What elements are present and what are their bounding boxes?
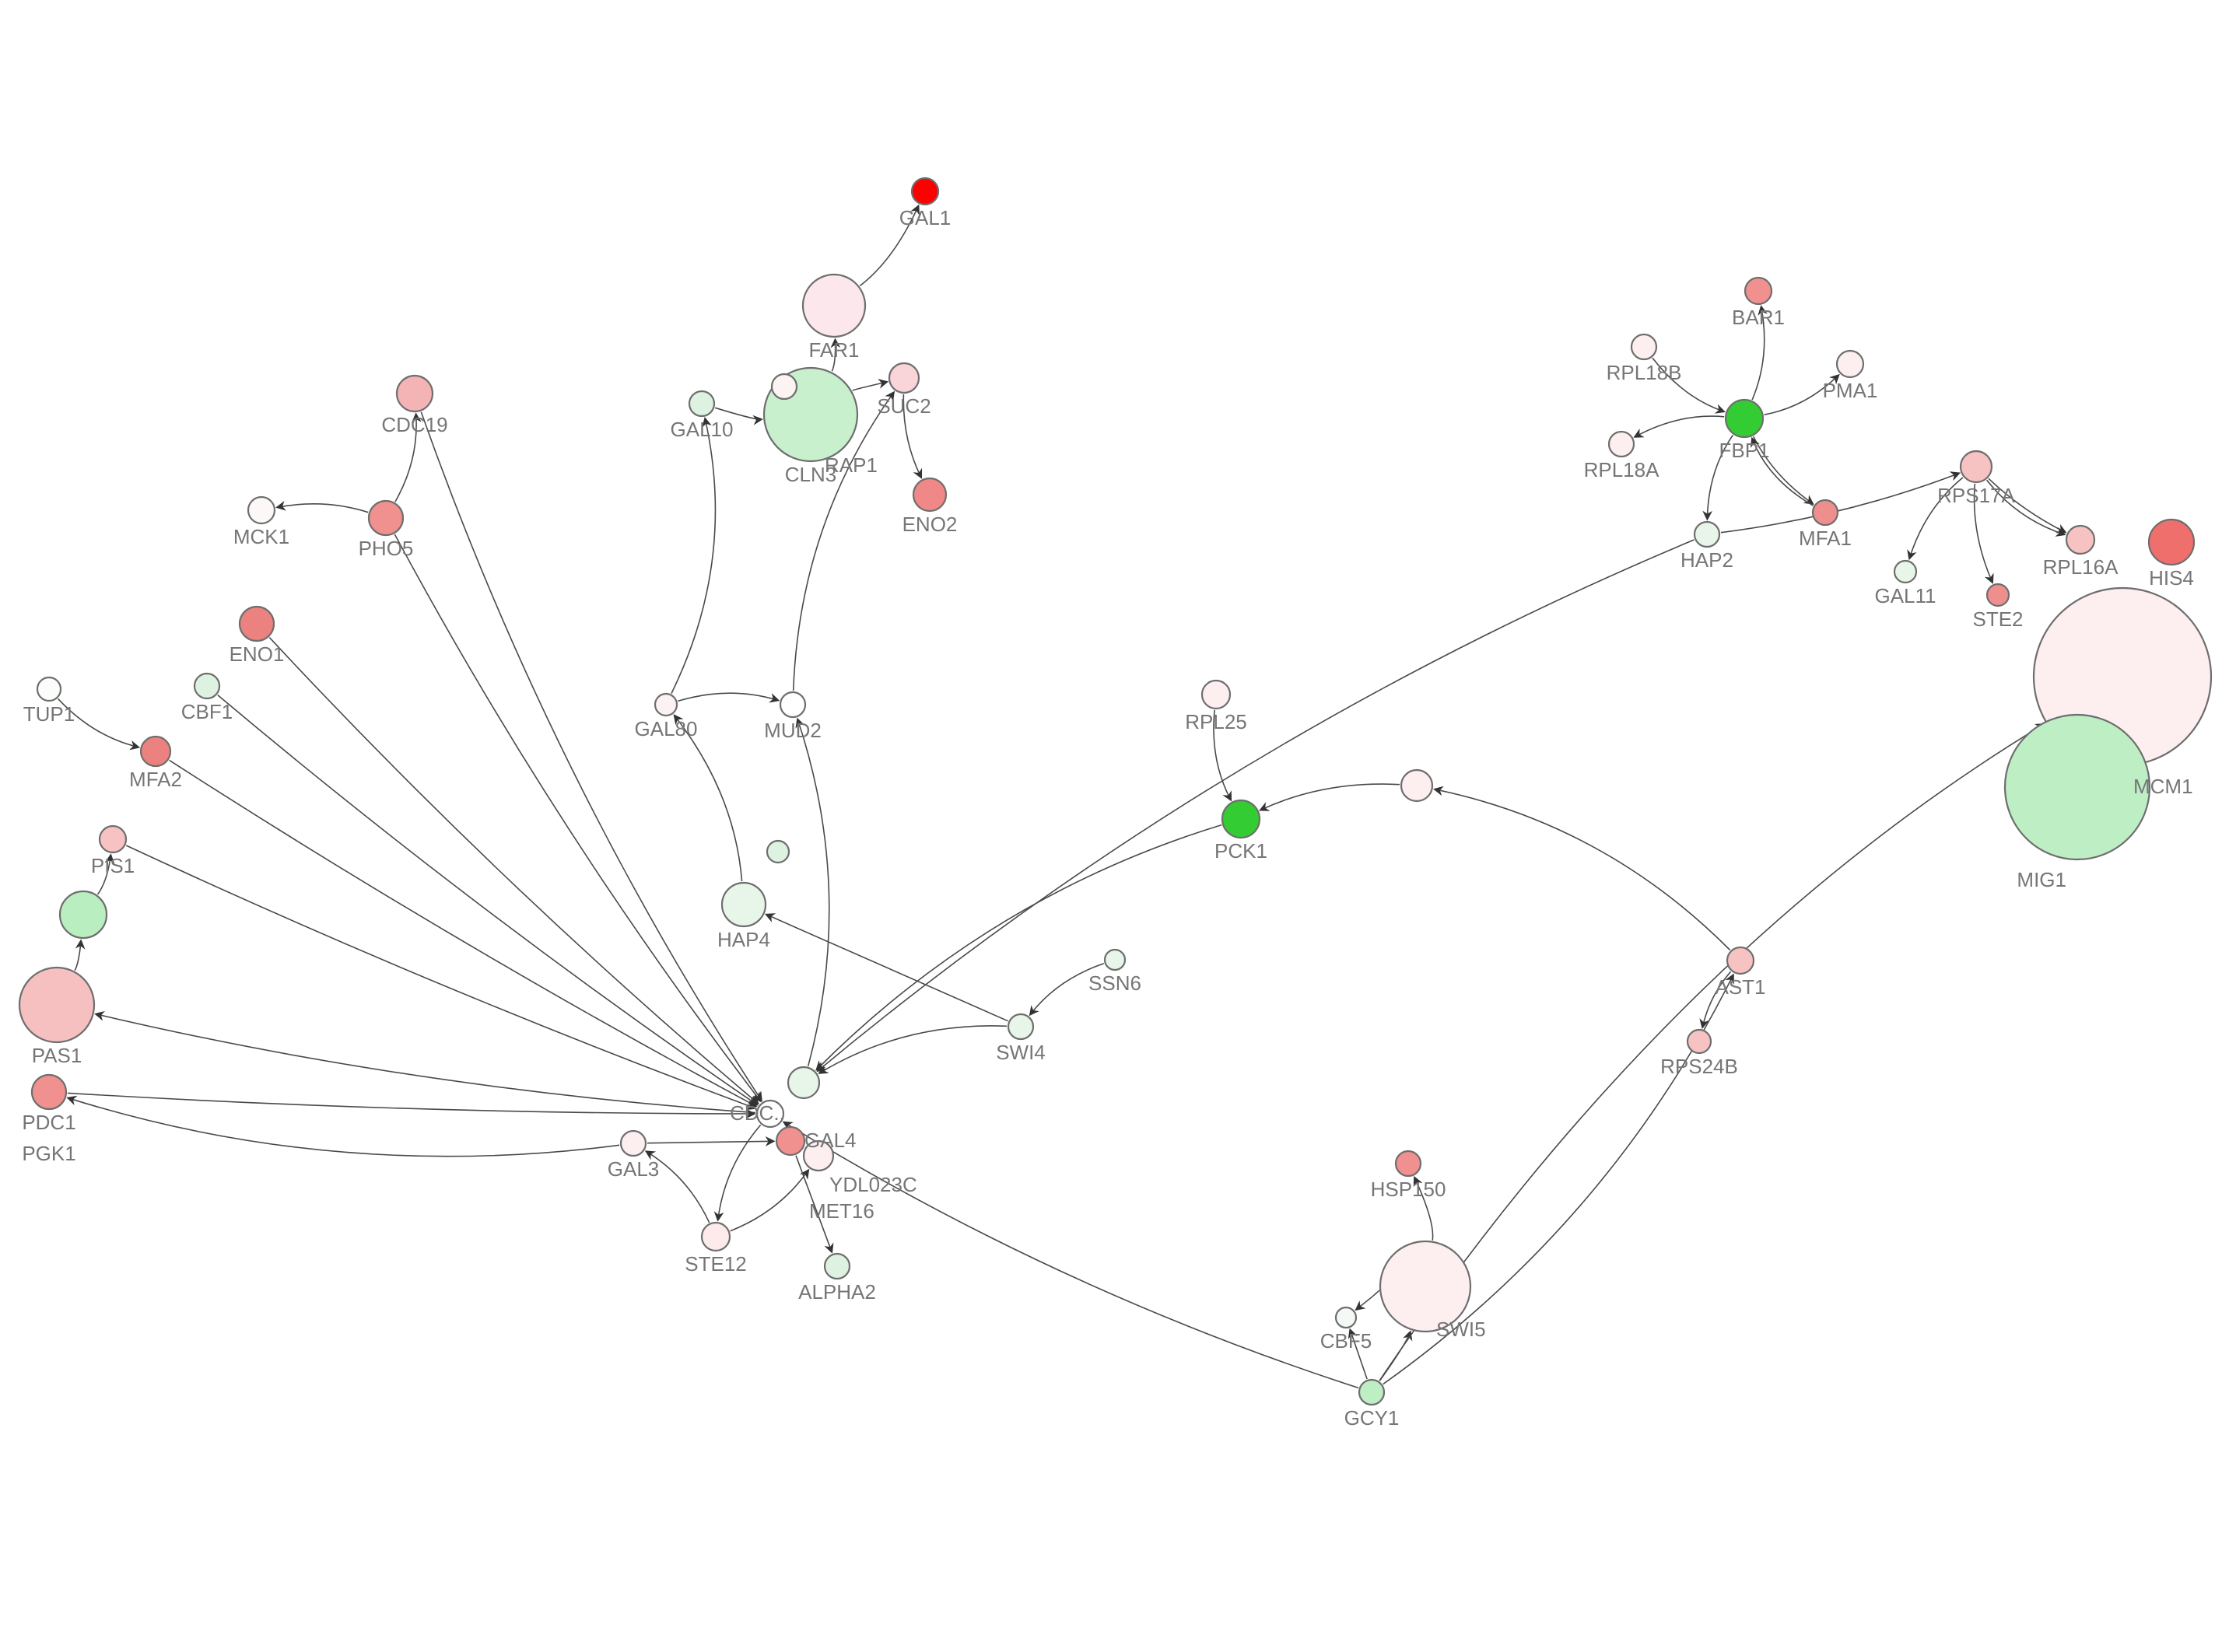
svg-text:GAL1: GAL1 bbox=[899, 206, 952, 229]
svg-text:CBF1: CBF1 bbox=[181, 700, 233, 723]
svg-text:GAL80: GAL80 bbox=[635, 717, 698, 740]
svg-text:HAP2: HAP2 bbox=[1681, 548, 1733, 572]
svg-text:HSP150: HSP150 bbox=[1371, 1178, 1446, 1201]
svg-text:YDL023C: YDL023C bbox=[829, 1173, 917, 1196]
svg-text:ENO2: ENO2 bbox=[902, 513, 958, 536]
svg-text:MFA1: MFA1 bbox=[1799, 527, 1852, 550]
svg-text:AST1: AST1 bbox=[1715, 975, 1765, 999]
svg-text:SUC2: SUC2 bbox=[877, 394, 931, 418]
svg-text:TUP1: TUP1 bbox=[23, 702, 75, 726]
svg-text:SWI4: SWI4 bbox=[996, 1041, 1046, 1064]
svg-text:FBP1: FBP1 bbox=[1719, 439, 1769, 462]
svg-text:MCM1: MCM1 bbox=[2133, 775, 2193, 798]
svg-text:RAP1: RAP1 bbox=[825, 453, 878, 477]
svg-text:PAS1: PAS1 bbox=[32, 1044, 82, 1067]
svg-text:CDC19: CDC19 bbox=[381, 413, 447, 436]
svg-text:PCK1: PCK1 bbox=[1214, 839, 1267, 863]
svg-text:ALPHA2: ALPHA2 bbox=[798, 1280, 876, 1304]
svg-text:RPL16A: RPL16A bbox=[2043, 555, 2119, 579]
svg-text:MUD2: MUD2 bbox=[764, 719, 822, 742]
svg-text:HIS4: HIS4 bbox=[2149, 566, 2194, 590]
svg-text:GAL3: GAL3 bbox=[608, 1157, 660, 1181]
svg-text:GAL11: GAL11 bbox=[1874, 584, 1936, 607]
svg-text:PGK1: PGK1 bbox=[22, 1142, 75, 1165]
svg-text:CDC..: CDC.. bbox=[730, 1101, 785, 1125]
svg-text:MFA2: MFA2 bbox=[129, 768, 182, 791]
svg-text:SWI5: SWI5 bbox=[1436, 1318, 1486, 1341]
svg-text:STE2: STE2 bbox=[1972, 607, 2023, 631]
svg-text:PHO5: PHO5 bbox=[359, 537, 414, 560]
svg-text:FAR1: FAR1 bbox=[808, 338, 859, 362]
svg-text:ENO1: ENO1 bbox=[230, 642, 285, 666]
svg-text:GAL10: GAL10 bbox=[671, 418, 734, 441]
svg-text:PIS1: PIS1 bbox=[91, 854, 135, 877]
svg-text:RPL18B: RPL18B bbox=[1607, 361, 1682, 384]
svg-text:BAR1: BAR1 bbox=[1732, 306, 1785, 329]
svg-text:STE12: STE12 bbox=[685, 1252, 747, 1276]
svg-text:HAP4: HAP4 bbox=[717, 928, 770, 951]
svg-text:RPS17A: RPS17A bbox=[1937, 484, 2015, 507]
svg-text:GCY1: GCY1 bbox=[1344, 1406, 1400, 1430]
svg-text:CBF5: CBF5 bbox=[1320, 1329, 1372, 1353]
svg-text:PDC1: PDC1 bbox=[22, 1111, 75, 1134]
svg-text:MET16: MET16 bbox=[809, 1199, 874, 1223]
svg-text:RPL18A: RPL18A bbox=[1584, 458, 1659, 481]
svg-text:MIG1: MIG1 bbox=[2017, 868, 2066, 891]
svg-text:SSN6: SSN6 bbox=[1088, 971, 1141, 995]
svg-text:RPS24B: RPS24B bbox=[1660, 1055, 1738, 1078]
svg-text:MCK1: MCK1 bbox=[233, 525, 289, 548]
svg-text:RPL25: RPL25 bbox=[1185, 710, 1247, 733]
svg-text:GAL4: GAL4 bbox=[804, 1129, 857, 1152]
svg-text:PMA1: PMA1 bbox=[1823, 379, 1878, 402]
